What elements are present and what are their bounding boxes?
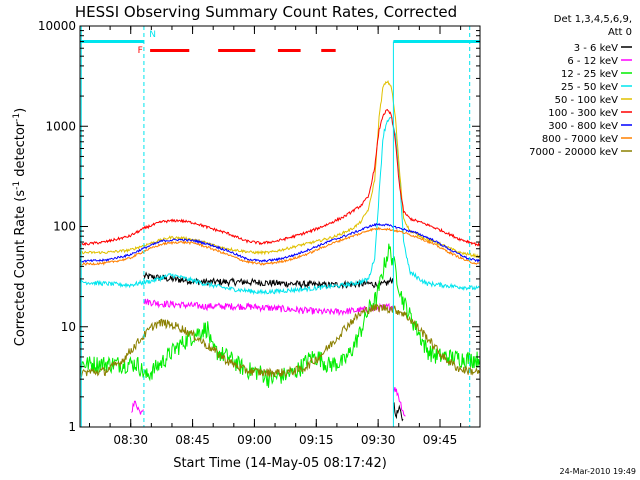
series-6 bbox=[80, 222, 480, 264]
legend-header-1: Att 0 bbox=[608, 27, 632, 38]
x-tick-label-3: 09:15 bbox=[299, 433, 334, 447]
series-3 bbox=[80, 116, 480, 296]
y-tick-label-1: 10 bbox=[61, 320, 76, 334]
series-7 bbox=[80, 226, 480, 266]
legend-label-3: 25 - 50 keV bbox=[561, 82, 618, 93]
series-line-1-2 bbox=[392, 386, 406, 417]
series-line-1-0 bbox=[131, 400, 144, 415]
legend-header-0: Det 1,3,4,5,6,9, bbox=[554, 14, 632, 25]
y-tick-label-4: 10000 bbox=[38, 19, 76, 33]
legend-label-1: 6 - 12 keV bbox=[567, 56, 618, 67]
y-axis-label-end: ) bbox=[13, 108, 28, 113]
y-axis-label-main: Corrected Count Rate (s bbox=[13, 190, 28, 347]
y-tick-label-2: 100 bbox=[53, 220, 76, 234]
legend-label-8: 7000 - 20000 keV bbox=[529, 147, 618, 158]
y-axis-label-sup: -1 bbox=[12, 181, 22, 190]
legend: Det 1,3,4,5,6,9, Att 0 3 - 6 keV 6 - 12 keV… bbox=[529, 14, 632, 158]
x-axis-label: Start Time (14-May-05 08:17:42) bbox=[173, 456, 387, 471]
y-tick-label-3: 1000 bbox=[45, 119, 76, 133]
series-5 bbox=[80, 108, 480, 248]
series-line-3-0 bbox=[80, 116, 480, 296]
series-line-7-0 bbox=[80, 226, 480, 266]
x-tick-label-2: 09:00 bbox=[237, 433, 272, 447]
x-tick-label-4: 09:30 bbox=[361, 433, 396, 447]
legend-label-0: 3 - 6 keV bbox=[574, 43, 618, 54]
series-line-1-1 bbox=[143, 298, 394, 317]
series-8 bbox=[80, 303, 480, 378]
series-line-6-0 bbox=[80, 222, 480, 264]
x-tick-label-5: 09:45 bbox=[423, 433, 458, 447]
series-line-0-1 bbox=[393, 402, 404, 422]
y-axis-label: Corrected Count Rate (s-1 detector-1) bbox=[12, 108, 28, 346]
axis-layer: 1 10 100 1000 10000 08:30 08:45 09:00 09:15 09:30… bbox=[38, 19, 480, 447]
chart-title: HESSI Observing Summary Count Rates, Cor… bbox=[75, 3, 457, 21]
series-layer bbox=[80, 79, 480, 422]
y-axis-label-sup2: -1 bbox=[12, 113, 22, 122]
legend-label-7: 800 - 7000 keV bbox=[542, 134, 618, 145]
flag-f: F bbox=[138, 46, 143, 56]
flag-n: N bbox=[149, 30, 156, 40]
x-tick-label-1: 08:45 bbox=[175, 433, 210, 447]
legend-label-2: 12 - 25 keV bbox=[561, 69, 618, 80]
footer-date: 24-Mar-2010 19:49 bbox=[560, 467, 637, 476]
series-1 bbox=[131, 298, 406, 417]
legend-label-4: 50 - 100 keV bbox=[555, 95, 619, 106]
annotation-layer bbox=[80, 26, 480, 427]
legend-label-5: 100 - 300 keV bbox=[548, 108, 618, 119]
y-axis-label-tail: detector bbox=[13, 121, 28, 181]
series-line-8-0 bbox=[80, 303, 480, 378]
x-tick-label-0: 08:30 bbox=[113, 433, 148, 447]
flag-layer: FN bbox=[138, 30, 156, 56]
y-tick-label-0: 1 bbox=[68, 420, 76, 434]
series-line-5-0 bbox=[80, 108, 480, 248]
legend-label-6: 300 - 800 keV bbox=[548, 121, 618, 132]
